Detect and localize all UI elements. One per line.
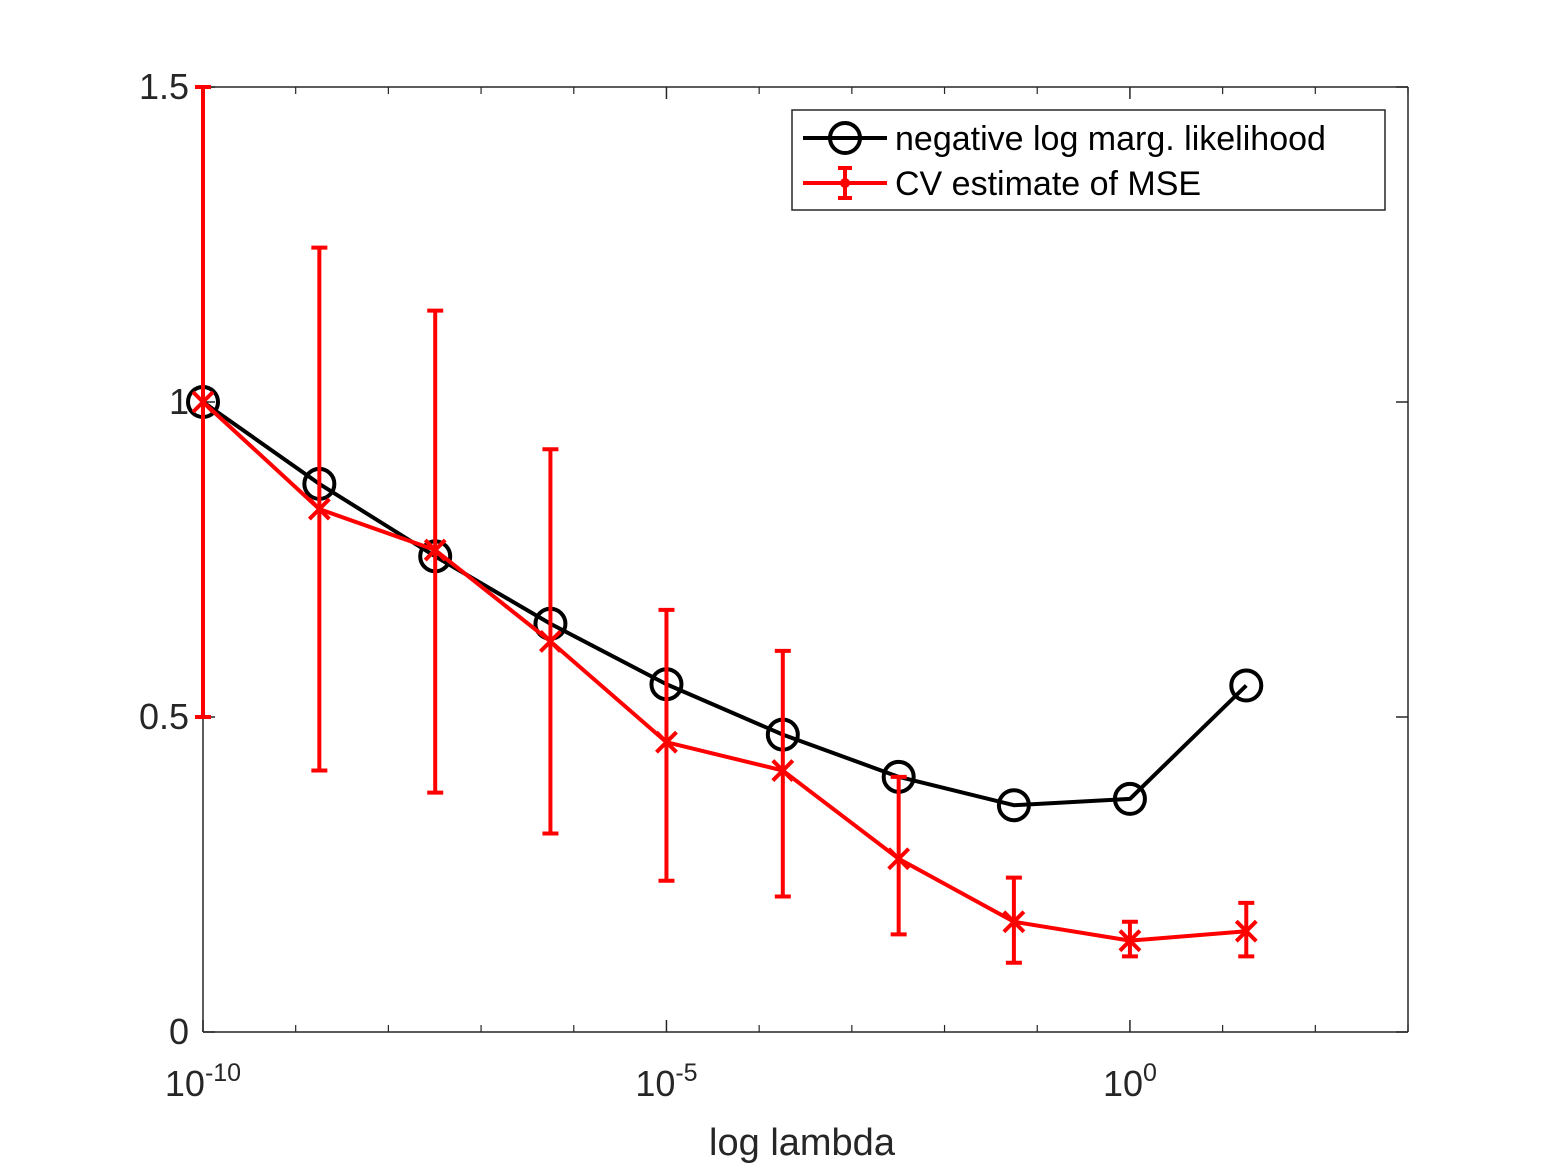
plot-area bbox=[203, 87, 1408, 1032]
legend-label-nlml: negative log marg. likelihood bbox=[895, 120, 1326, 158]
error-bar-cv bbox=[890, 774, 907, 937]
x-tick-label: 100 bbox=[1103, 1059, 1157, 1104]
data-point-cv bbox=[1002, 910, 1026, 934]
data-point-cv bbox=[539, 629, 562, 653]
data-point-cv bbox=[1118, 929, 1142, 953]
data-point-nlml bbox=[1229, 668, 1264, 703]
data-point-cv bbox=[1234, 919, 1258, 943]
y-tick-label: 0 bbox=[169, 1011, 189, 1052]
y-tick-label: 0.5 bbox=[139, 696, 189, 737]
x-tick-label: 10-10 bbox=[165, 1059, 241, 1104]
data-point-nlml bbox=[1112, 781, 1147, 816]
legend-marker-nlml bbox=[828, 121, 862, 155]
legend-label-cv: CV estimate of MSE bbox=[895, 165, 1201, 203]
legend: negative log marg. likelihood CV estimate… bbox=[791, 109, 1386, 211]
error-bar-cv bbox=[774, 648, 791, 899]
data-point-cv bbox=[307, 497, 331, 521]
legend-marker-cv bbox=[840, 178, 850, 188]
error-bar-cv bbox=[658, 607, 675, 883]
data-point-nlml bbox=[996, 788, 1031, 823]
x-axis-title: log lambda bbox=[709, 1122, 896, 1164]
data-point-cv bbox=[771, 759, 795, 782]
data-point-cv bbox=[887, 847, 911, 871]
data-point-cv bbox=[655, 730, 678, 754]
data-point-cv bbox=[191, 390, 215, 414]
series-line-cv bbox=[201, 400, 1247, 943]
x-tick-label: 10-5 bbox=[635, 1059, 697, 1104]
series-line-nlml bbox=[201, 400, 1248, 808]
data-point-cv bbox=[423, 538, 447, 562]
tick-labels: 0 0.5 1 1.5 10-10 10-5 100 bbox=[139, 66, 1157, 1104]
y-tick-label: 1 bbox=[169, 381, 189, 422]
series-layer bbox=[186, 85, 1264, 965]
y-tick-label: 1.5 bbox=[139, 66, 189, 107]
legend-box bbox=[791, 109, 1386, 211]
